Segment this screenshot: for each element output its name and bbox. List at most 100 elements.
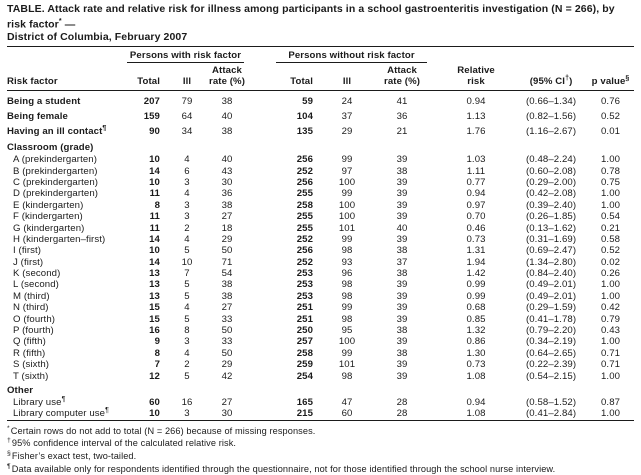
cell-ill-with: 34 bbox=[181, 126, 193, 137]
cell-relative-risk: 1.13 bbox=[466, 111, 486, 122]
cell-total-without: 252 bbox=[296, 233, 314, 245]
cell-total-without: 258 bbox=[296, 347, 314, 359]
cell-total-with: 11 bbox=[149, 222, 160, 234]
cell-attack-rate-without bbox=[367, 139, 437, 154]
cell-attack-rate-with: 29 bbox=[221, 359, 233, 371]
cell-confidence-interval: (1.16–2.67) bbox=[525, 126, 577, 137]
risk-factor-cell: S (sixth) bbox=[7, 359, 127, 370]
footnote-marker: § bbox=[7, 450, 11, 458]
cell-ill-without: 99 bbox=[341, 347, 353, 359]
table-row: G (kindergarten) 11 2 18 255 101 40 0.46… bbox=[7, 222, 634, 234]
cell-total-without: 252 bbox=[296, 256, 314, 268]
cell-ill-with: 4 bbox=[184, 302, 190, 314]
cell-attack-rate-without: 39 bbox=[396, 336, 408, 348]
row-label: R (fifth) bbox=[13, 347, 46, 359]
footnote-marker: ¶ bbox=[7, 462, 11, 470]
cell-attack-rate-with: 33 bbox=[221, 336, 233, 348]
cell-ill-with: 7 bbox=[184, 268, 190, 280]
cell-ill-without: 93 bbox=[341, 256, 353, 268]
cell-ill-with: 5 bbox=[184, 245, 190, 257]
row-label: Classroom (grade) bbox=[7, 142, 94, 153]
table-title-dash: — bbox=[61, 18, 76, 30]
cell-p-value: 0.02 bbox=[601, 256, 621, 268]
cell-attack-rate-without: 39 bbox=[396, 302, 408, 314]
cell-relative-risk: 1.08 bbox=[466, 408, 486, 420]
cell-relative-risk: 0.68 bbox=[466, 302, 486, 314]
footnote-text: 95% confidence interval of the calculate… bbox=[11, 438, 237, 449]
cell-total-with: 9 bbox=[154, 336, 160, 348]
cell-attack-rate-with: 40 bbox=[221, 154, 233, 166]
cell-total-with: 10 bbox=[149, 245, 160, 257]
table-row: Q (fifth) 9 3 33 257 100 39 0.86 (0.34–2… bbox=[7, 336, 634, 347]
risk-factor-cell: F (kindergarten) bbox=[7, 211, 127, 222]
row-label-footnote-marker: ¶ bbox=[102, 124, 107, 132]
cell-total-without: 135 bbox=[296, 126, 314, 137]
cell-relative-risk: 1.42 bbox=[466, 268, 486, 280]
cell-relative-risk: 1.76 bbox=[466, 126, 486, 137]
cell-total-with: 13 bbox=[149, 279, 160, 291]
cell-p-value: 0.43 bbox=[601, 325, 621, 337]
footnote-text: Data available only for respondents iden… bbox=[11, 463, 556, 474]
cell-relative-risk: 0.77 bbox=[466, 176, 486, 188]
group-with-risk-factor-label: Persons with risk factor bbox=[127, 50, 245, 63]
cell-attack-rate-with: 50 bbox=[221, 325, 233, 337]
cell-attack-rate-with: 30 bbox=[221, 408, 233, 420]
table-title-line2: District of Columbia, February 2007 bbox=[7, 30, 188, 43]
cell-ill-without: 97 bbox=[341, 165, 353, 177]
cell-ill-with: 5 bbox=[184, 370, 190, 382]
cell-total-without: 258 bbox=[296, 199, 314, 211]
cell-total-with: 13 bbox=[149, 268, 160, 280]
cell-p-value: 0.52 bbox=[601, 245, 621, 257]
cell-ill-without: 100 bbox=[338, 211, 356, 223]
cell-p-value: 0.54 bbox=[601, 211, 621, 223]
cell-confidence-interval: (0.79–2.20) bbox=[525, 325, 577, 337]
cell-total-without: 255 bbox=[296, 211, 314, 223]
table-row: H (kindergarten–first) 14 4 29 252 99 39… bbox=[7, 234, 634, 245]
cell-attack-rate-without: 40 bbox=[396, 222, 408, 234]
table-row: M (third) 13 5 38 253 98 39 0.99 (0.49–2… bbox=[7, 291, 634, 302]
risk-factor-cell: B (prekindergarten) bbox=[7, 165, 127, 177]
row-label: J (first) bbox=[13, 256, 44, 268]
cell-total-with: 14 bbox=[149, 233, 160, 245]
row-label: Q (fifth) bbox=[13, 336, 46, 348]
cell-ill-without: 98 bbox=[341, 370, 353, 382]
cell-confidence-interval: (0.31–1.69) bbox=[525, 233, 577, 245]
cell-confidence-interval: (0.82–1.56) bbox=[525, 111, 577, 122]
header-spacer bbox=[437, 47, 515, 63]
risk-factor-cell: Other bbox=[7, 382, 127, 397]
cell-p-value: 1.00 bbox=[601, 199, 621, 211]
cell-p-value: 0.79 bbox=[601, 313, 621, 325]
table-row: Library computer use¶ 10 3 30 215 60 28 … bbox=[7, 407, 634, 420]
cell-relative-risk bbox=[437, 382, 515, 397]
cell-total-without: 215 bbox=[296, 408, 314, 420]
cell-attack-rate-with: 18 bbox=[221, 222, 233, 234]
row-label: T (sixth) bbox=[13, 370, 49, 382]
cell-ill-without: 98 bbox=[341, 290, 353, 302]
cell-attack-rate-without bbox=[367, 382, 437, 397]
cell-total-with: 11 bbox=[149, 188, 160, 200]
cell-p-value: 1.00 bbox=[601, 154, 621, 166]
row-label: Being female bbox=[7, 111, 68, 122]
cell-ill-without: 47 bbox=[341, 397, 353, 408]
cell-total-with: 13 bbox=[149, 290, 160, 302]
cell-ill-without: 100 bbox=[338, 336, 356, 348]
cell-relative-risk: 0.46 bbox=[466, 222, 486, 234]
row-label: L (second) bbox=[13, 279, 59, 291]
cell-ill-without: 99 bbox=[341, 233, 353, 245]
cell-confidence-interval: (0.64–2.65) bbox=[525, 347, 577, 359]
cell-relative-risk: 1.03 bbox=[466, 154, 486, 166]
cell-total-without: 255 bbox=[296, 222, 314, 234]
cell-relative-risk: 1.31 bbox=[466, 245, 486, 257]
cell-total-without: 104 bbox=[296, 111, 314, 122]
row-label: A (prekindergarten) bbox=[13, 154, 98, 166]
cell-attack-rate-with: 29 bbox=[221, 233, 233, 245]
cell-attack-rate-without: 39 bbox=[396, 188, 408, 200]
cell-ill-with: 3 bbox=[184, 199, 190, 211]
risk-factor-cell: J (first) bbox=[7, 257, 127, 268]
cell-total-without: 251 bbox=[296, 302, 314, 314]
cell-ill-with: 4 bbox=[184, 188, 190, 200]
cell-confidence-interval: (0.41–1.78) bbox=[525, 313, 577, 325]
risk-factor-cell: L (second) bbox=[7, 279, 127, 290]
cell-attack-rate-with: 38 bbox=[221, 96, 233, 107]
cell-relative-risk: 0.99 bbox=[466, 290, 486, 302]
